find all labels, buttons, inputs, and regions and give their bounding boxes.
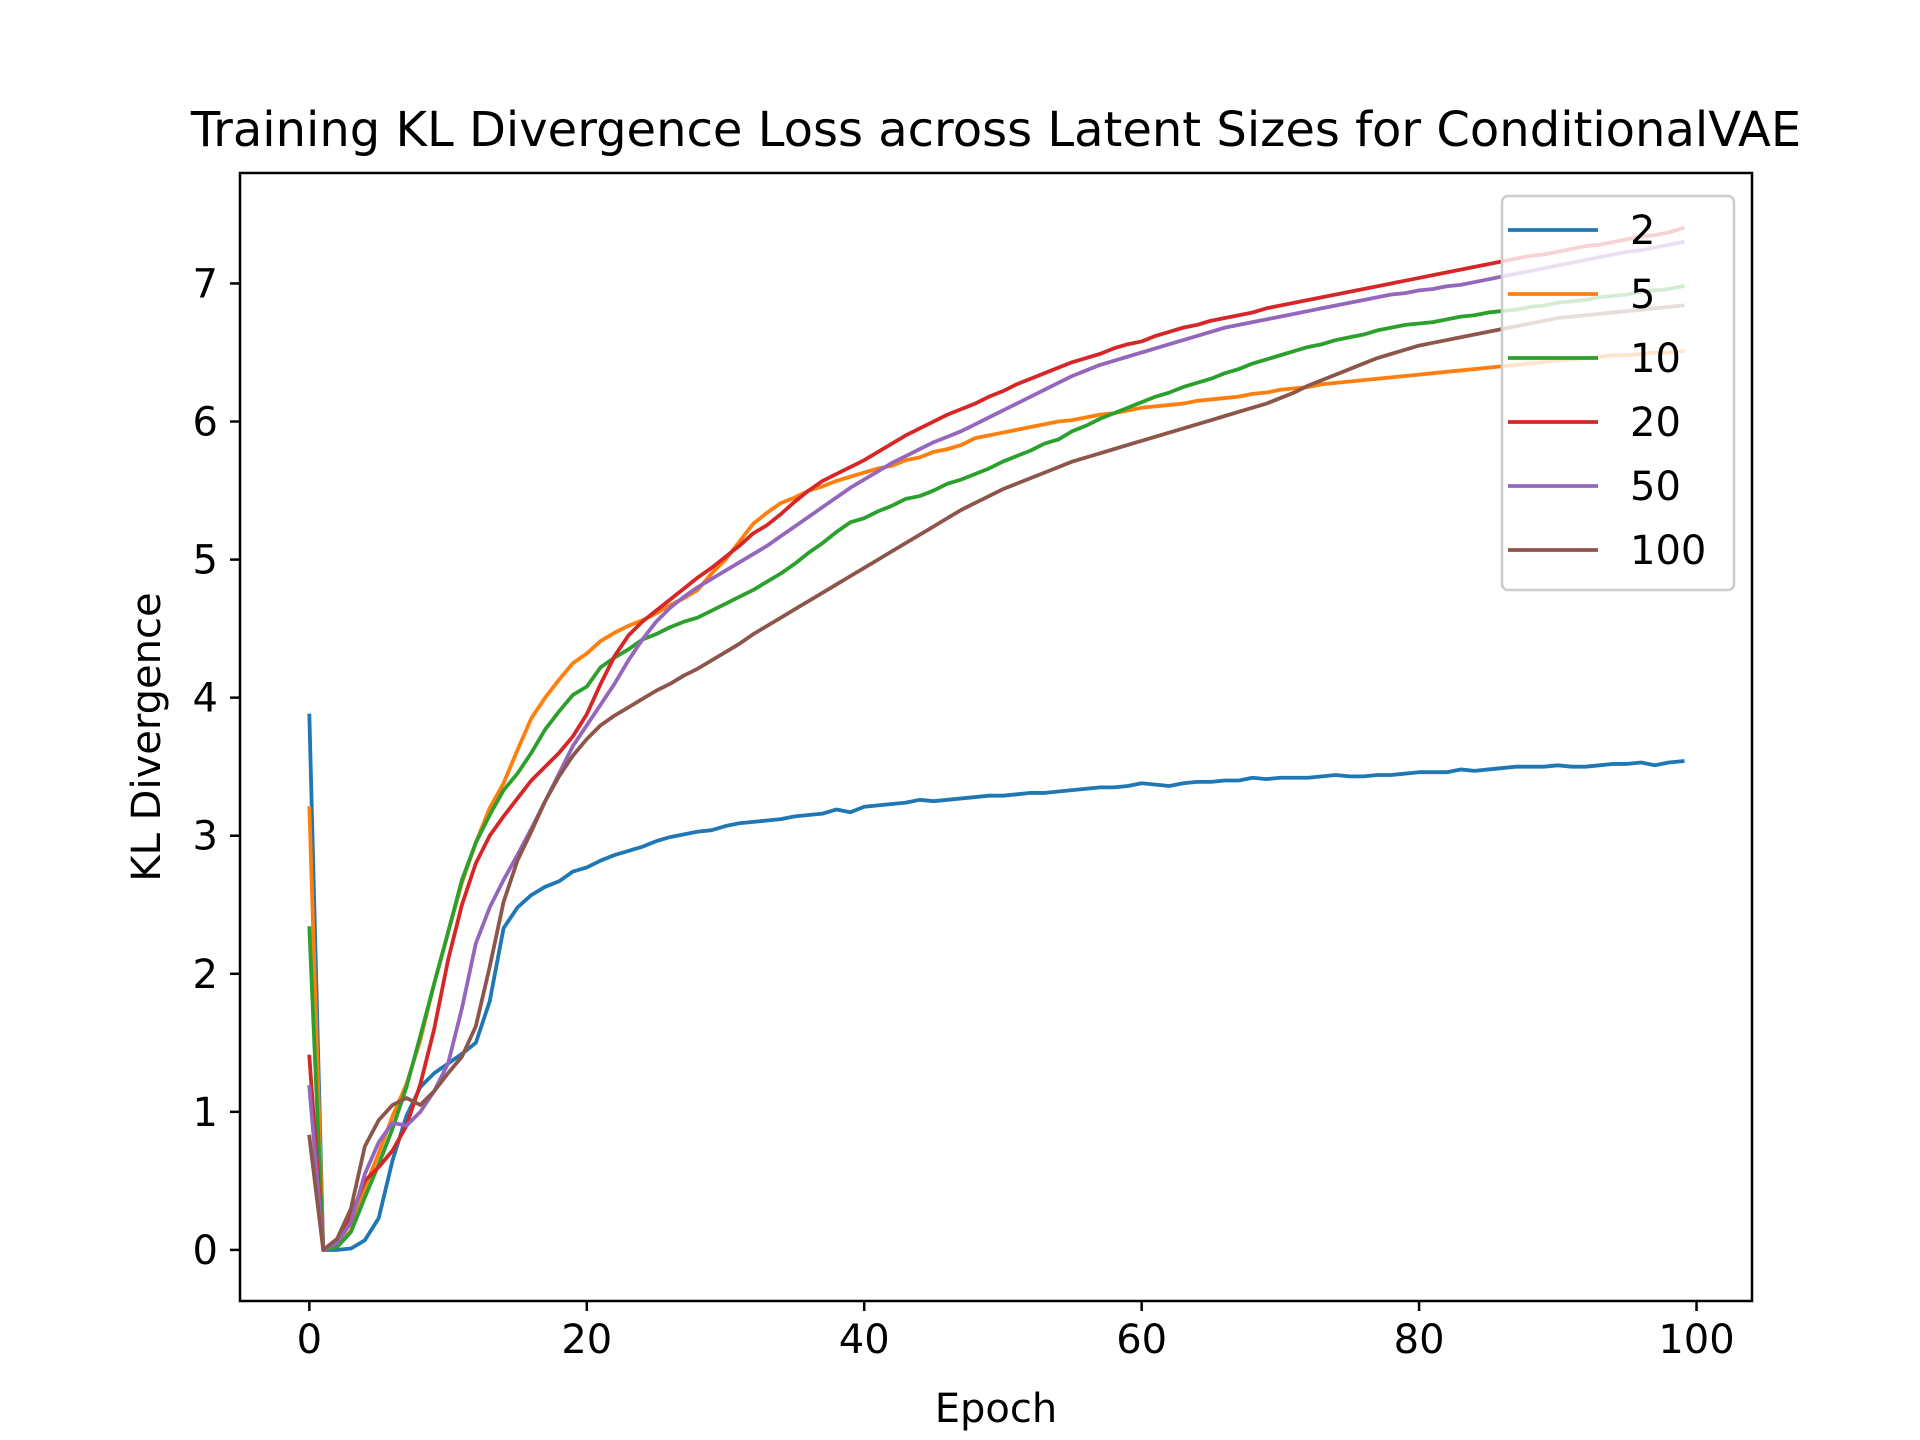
y-tick-label: 0 xyxy=(193,1228,218,1274)
legend-label-20: 20 xyxy=(1630,400,1681,446)
chart-title: Training KL Divergence Loss across Laten… xyxy=(190,102,1801,158)
y-axis-label: KL Divergence xyxy=(124,592,170,881)
series-line-20 xyxy=(307,225,1686,1252)
y-tick-label: 7 xyxy=(193,261,218,307)
legend-label-5: 5 xyxy=(1630,272,1655,318)
legend-items: 2 5 10 20 50 100 xyxy=(1508,208,1706,574)
x-tick-label: 40 xyxy=(839,1317,890,1363)
legend-label-2: 2 xyxy=(1630,208,1655,254)
y-tick-label: 2 xyxy=(193,952,218,998)
series-line-10 xyxy=(307,283,1685,1252)
legend-label-50: 50 xyxy=(1630,464,1681,510)
series-line-2 xyxy=(307,713,1685,1252)
legend: 2 5 10 20 50 100 xyxy=(1500,194,1736,592)
y-tick-label: 6 xyxy=(193,400,218,446)
y-tick-label: 1 xyxy=(193,1090,218,1136)
x-tick-label: 20 xyxy=(561,1317,612,1363)
x-axis-label: Epoch xyxy=(935,1386,1057,1432)
plot-frame xyxy=(238,171,1754,1303)
series-line-100 xyxy=(307,303,1685,1252)
legend-label-100: 100 xyxy=(1630,528,1706,574)
y-tick-label: 5 xyxy=(193,538,218,584)
x-tick-label: 0 xyxy=(297,1317,322,1363)
x-tick-label: 80 xyxy=(1394,1317,1445,1363)
series-line-5 xyxy=(307,349,1685,1252)
x-axis-ticks: 0 20 40 60 80 100 xyxy=(297,1301,1735,1363)
y-axis-ticks: 0 1 2 3 4 5 6 7 xyxy=(193,261,240,1274)
series-layer xyxy=(307,225,1686,1252)
legend-label-10: 10 xyxy=(1630,336,1681,382)
x-tick-label: 60 xyxy=(1116,1317,1167,1363)
y-tick-label: 4 xyxy=(193,676,218,722)
y-tick-label: 3 xyxy=(193,814,218,860)
x-tick-label: 100 xyxy=(1658,1317,1734,1363)
